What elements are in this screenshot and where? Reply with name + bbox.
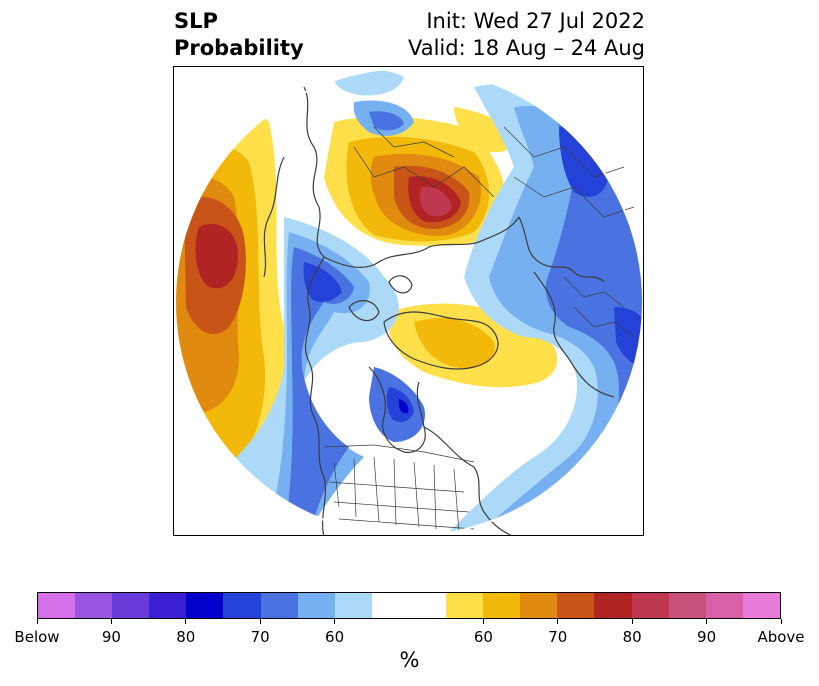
colorbar-tick: [557, 619, 559, 624]
colorbar-tick-label: Above: [757, 628, 805, 646]
valid-range: Valid: 18 Aug – 24 Aug: [407, 36, 645, 60]
colorbar-tick-label: Below: [14, 628, 60, 646]
siberia-above-85: [419, 186, 452, 217]
title-line-1: SLP: [174, 9, 218, 33]
colorbar-tick: [631, 619, 633, 624]
pacific-above-80: [195, 223, 239, 289]
colorbar-cell: [297, 593, 335, 618]
colorbar-cell: [223, 593, 261, 618]
coastline-arctic-siberia: [323, 216, 520, 269]
coastline-hudson-bay: [368, 366, 426, 454]
colorbar-cell: [631, 593, 669, 618]
colorbar-tick: [482, 619, 484, 624]
coastline-siberia-east: [303, 86, 325, 258]
america-below-70: [284, 247, 354, 535]
borders: [323, 126, 635, 533]
colorbar-cell: [112, 593, 150, 618]
colorbar-tick-label: 60: [473, 628, 493, 646]
coastlines: [263, 86, 615, 535]
colorbar-tick-label: 80: [622, 628, 642, 646]
title-line-2: Probability: [174, 36, 304, 60]
shaded-probability-field: [175, 68, 643, 535]
coastline-novaya-zemlya: [388, 275, 413, 294]
laptev-above-60: [454, 107, 519, 153]
colorbar-cell: [557, 593, 595, 618]
us-state-borders: [333, 456, 460, 533]
colorbar-cell: [75, 593, 113, 618]
colorbar-cell: [705, 593, 743, 618]
colorbar-tick-label: 70: [548, 628, 568, 646]
coastline-greenland: [383, 311, 499, 370]
america-below-75: [303, 262, 342, 303]
europe-borders: [563, 276, 635, 338]
colorbar-tick: [780, 619, 782, 624]
colorbar-unit: %: [399, 648, 420, 672]
hudson-below-80: [398, 399, 409, 414]
colorbar-tick: [259, 619, 261, 624]
colorbar-cell: [334, 593, 372, 618]
coastline-canadian-islands: [348, 300, 380, 321]
coastline-scandinavia: [518, 216, 605, 283]
colorbar-cell: [149, 593, 187, 618]
colorbar-cell: [742, 593, 780, 618]
colorbar-tick-label: 70: [250, 628, 270, 646]
coastline-north-america-west: [304, 256, 327, 535]
colorbar-cell: [371, 593, 409, 618]
colorbar-tick: [110, 619, 112, 624]
map-svg: [174, 67, 643, 535]
chart-title: SLP Probability: [174, 8, 304, 62]
forecast-dates: Init: Wed 27 Jul 2022 Valid: 18 Aug – 24…: [408, 8, 645, 62]
colorbar-cell: [446, 593, 484, 618]
colorbar-tick-label: 80: [176, 628, 196, 646]
colorbar-cell: [520, 593, 558, 618]
colorbar: [37, 592, 781, 619]
colorbar-tick: [36, 619, 38, 624]
colorbar-cell: [38, 593, 76, 618]
america-below-65: [264, 232, 370, 535]
colorbar-cell: [408, 593, 447, 618]
probability-map: [173, 66, 644, 536]
colorbar-tick: [706, 619, 708, 624]
colorbar-tick-label: 90: [101, 628, 121, 646]
colorbar-tick-label: 60: [325, 628, 345, 646]
europe-below-75: [559, 127, 609, 197]
colorbar-cell: [483, 593, 521, 618]
colorbar-cell: [260, 593, 298, 618]
colorbar-tick: [334, 619, 336, 624]
globe-edge: [174, 67, 643, 535]
asia-borders: [353, 126, 495, 198]
greenland-above-65: [414, 318, 495, 369]
atlantic-europe-below-70: [504, 97, 643, 535]
colorbar-ticks: Below 90 80 70 60 60 70 80 90 Above: [14, 619, 805, 646]
colorbar-tick-label: 90: [697, 628, 717, 646]
colorbar-cell: [594, 593, 632, 618]
colorbar-tick: [185, 619, 187, 624]
init-date: Init: Wed 27 Jul 2022: [426, 9, 645, 33]
kara-below-70: [369, 111, 404, 131]
border-us-canada: [323, 444, 475, 463]
colorbar-cell: [668, 593, 706, 618]
us-state-borders-horizontal: [328, 481, 475, 530]
coastline-europe: [533, 271, 615, 398]
coastline-north-america-east: [423, 426, 512, 535]
coastline-bering: [263, 156, 285, 278]
atlantic-below-80: [564, 462, 643, 535]
colorbar-cell: [186, 593, 224, 618]
